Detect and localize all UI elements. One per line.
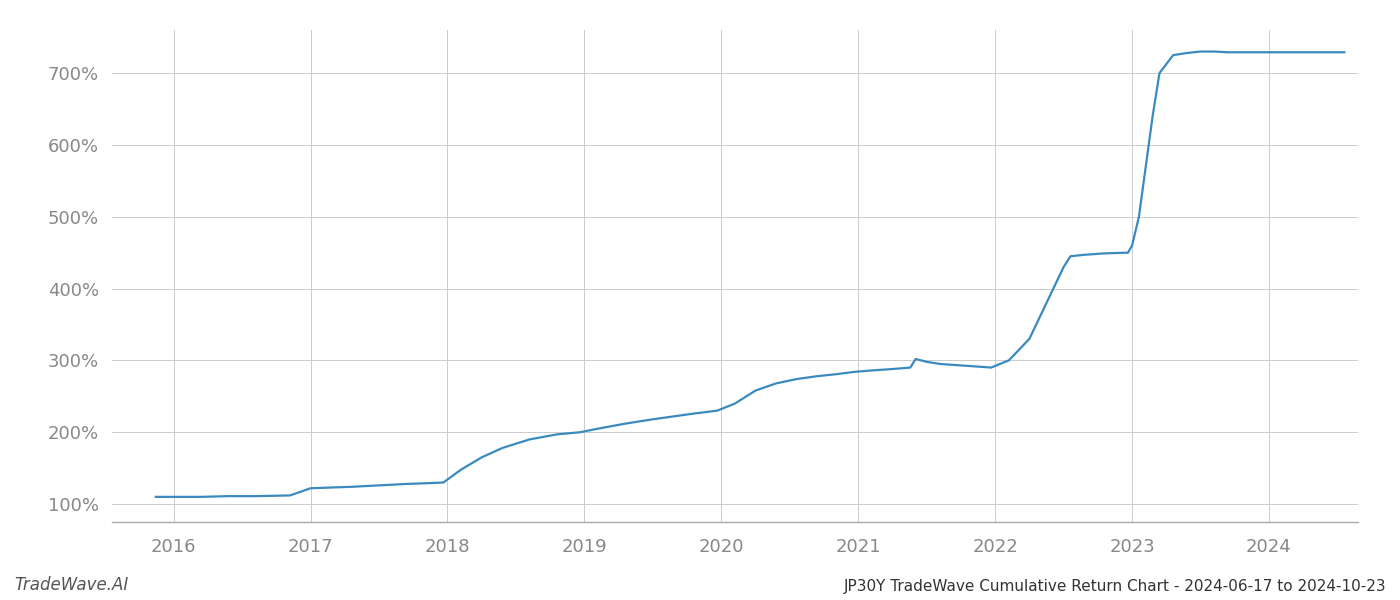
Text: TradeWave.AI: TradeWave.AI: [14, 576, 129, 594]
Text: JP30Y TradeWave Cumulative Return Chart - 2024-06-17 to 2024-10-23: JP30Y TradeWave Cumulative Return Chart …: [843, 579, 1386, 594]
